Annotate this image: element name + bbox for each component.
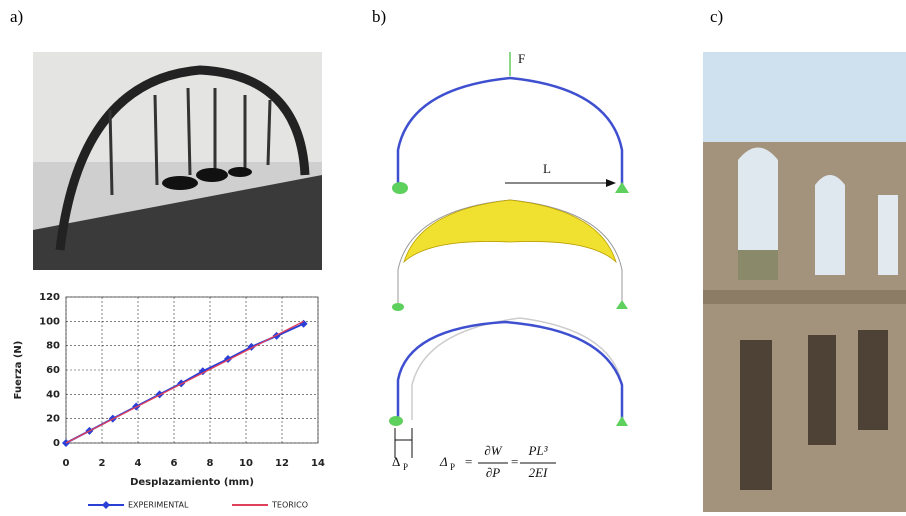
delta-sub: P xyxy=(403,462,408,472)
y-tick-label: 0 xyxy=(53,438,60,449)
legend-label: TEORICO xyxy=(271,501,308,510)
formula-den: ∂P xyxy=(486,465,500,480)
formula-lhs-sub: P xyxy=(450,462,455,472)
legend-marker xyxy=(102,501,110,509)
formula-num: ∂W xyxy=(484,443,502,458)
y-tick-label: 120 xyxy=(39,292,60,303)
length-label: L xyxy=(543,161,551,176)
formula-num: PL³ xyxy=(527,443,548,458)
y-tick-label: 80 xyxy=(46,341,60,352)
legend-label: EXPERIMENTAL xyxy=(128,501,189,510)
formula-equals: = xyxy=(511,454,518,469)
x-tick-label: 10 xyxy=(239,458,253,469)
panel-label: c) xyxy=(710,7,723,26)
force-label: F xyxy=(518,51,525,66)
x-tick-label: 2 xyxy=(99,458,106,469)
formula-den: 2EI xyxy=(529,465,548,480)
y-tick-label: 40 xyxy=(46,389,60,400)
delta-label: Δ xyxy=(392,454,400,469)
series-line xyxy=(66,321,304,443)
x-tick-label: 12 xyxy=(275,458,289,469)
figure: a) b) c) Desplazamiento (mm) Fuerza (N) … xyxy=(0,0,906,512)
panel-label: a) xyxy=(10,7,23,26)
photo-aqueduct xyxy=(703,52,906,512)
x-tick-label: 14 xyxy=(311,458,325,469)
y-tick-label: 60 xyxy=(46,365,60,376)
data-point xyxy=(300,320,308,328)
y-tick-label: 100 xyxy=(39,316,60,327)
x-tick-label: 4 xyxy=(135,458,142,469)
x-axis-title: Desplazamiento (mm) xyxy=(130,477,254,488)
x-tick-label: 8 xyxy=(207,458,214,469)
diagram-arches xyxy=(389,52,629,463)
formula-lhs: Δ xyxy=(439,454,448,469)
chart: Desplazamiento (mm) Fuerza (N) 020406080… xyxy=(13,292,325,510)
y-axis-title: Fuerza (N) xyxy=(13,341,24,400)
formula-equals: = xyxy=(465,454,472,469)
panel-label: b) xyxy=(372,7,386,26)
y-tick-label: 20 xyxy=(46,414,60,425)
x-tick-label: 0 xyxy=(63,458,70,469)
x-tick-label: 6 xyxy=(171,458,178,469)
photo-arch-model xyxy=(33,52,322,270)
